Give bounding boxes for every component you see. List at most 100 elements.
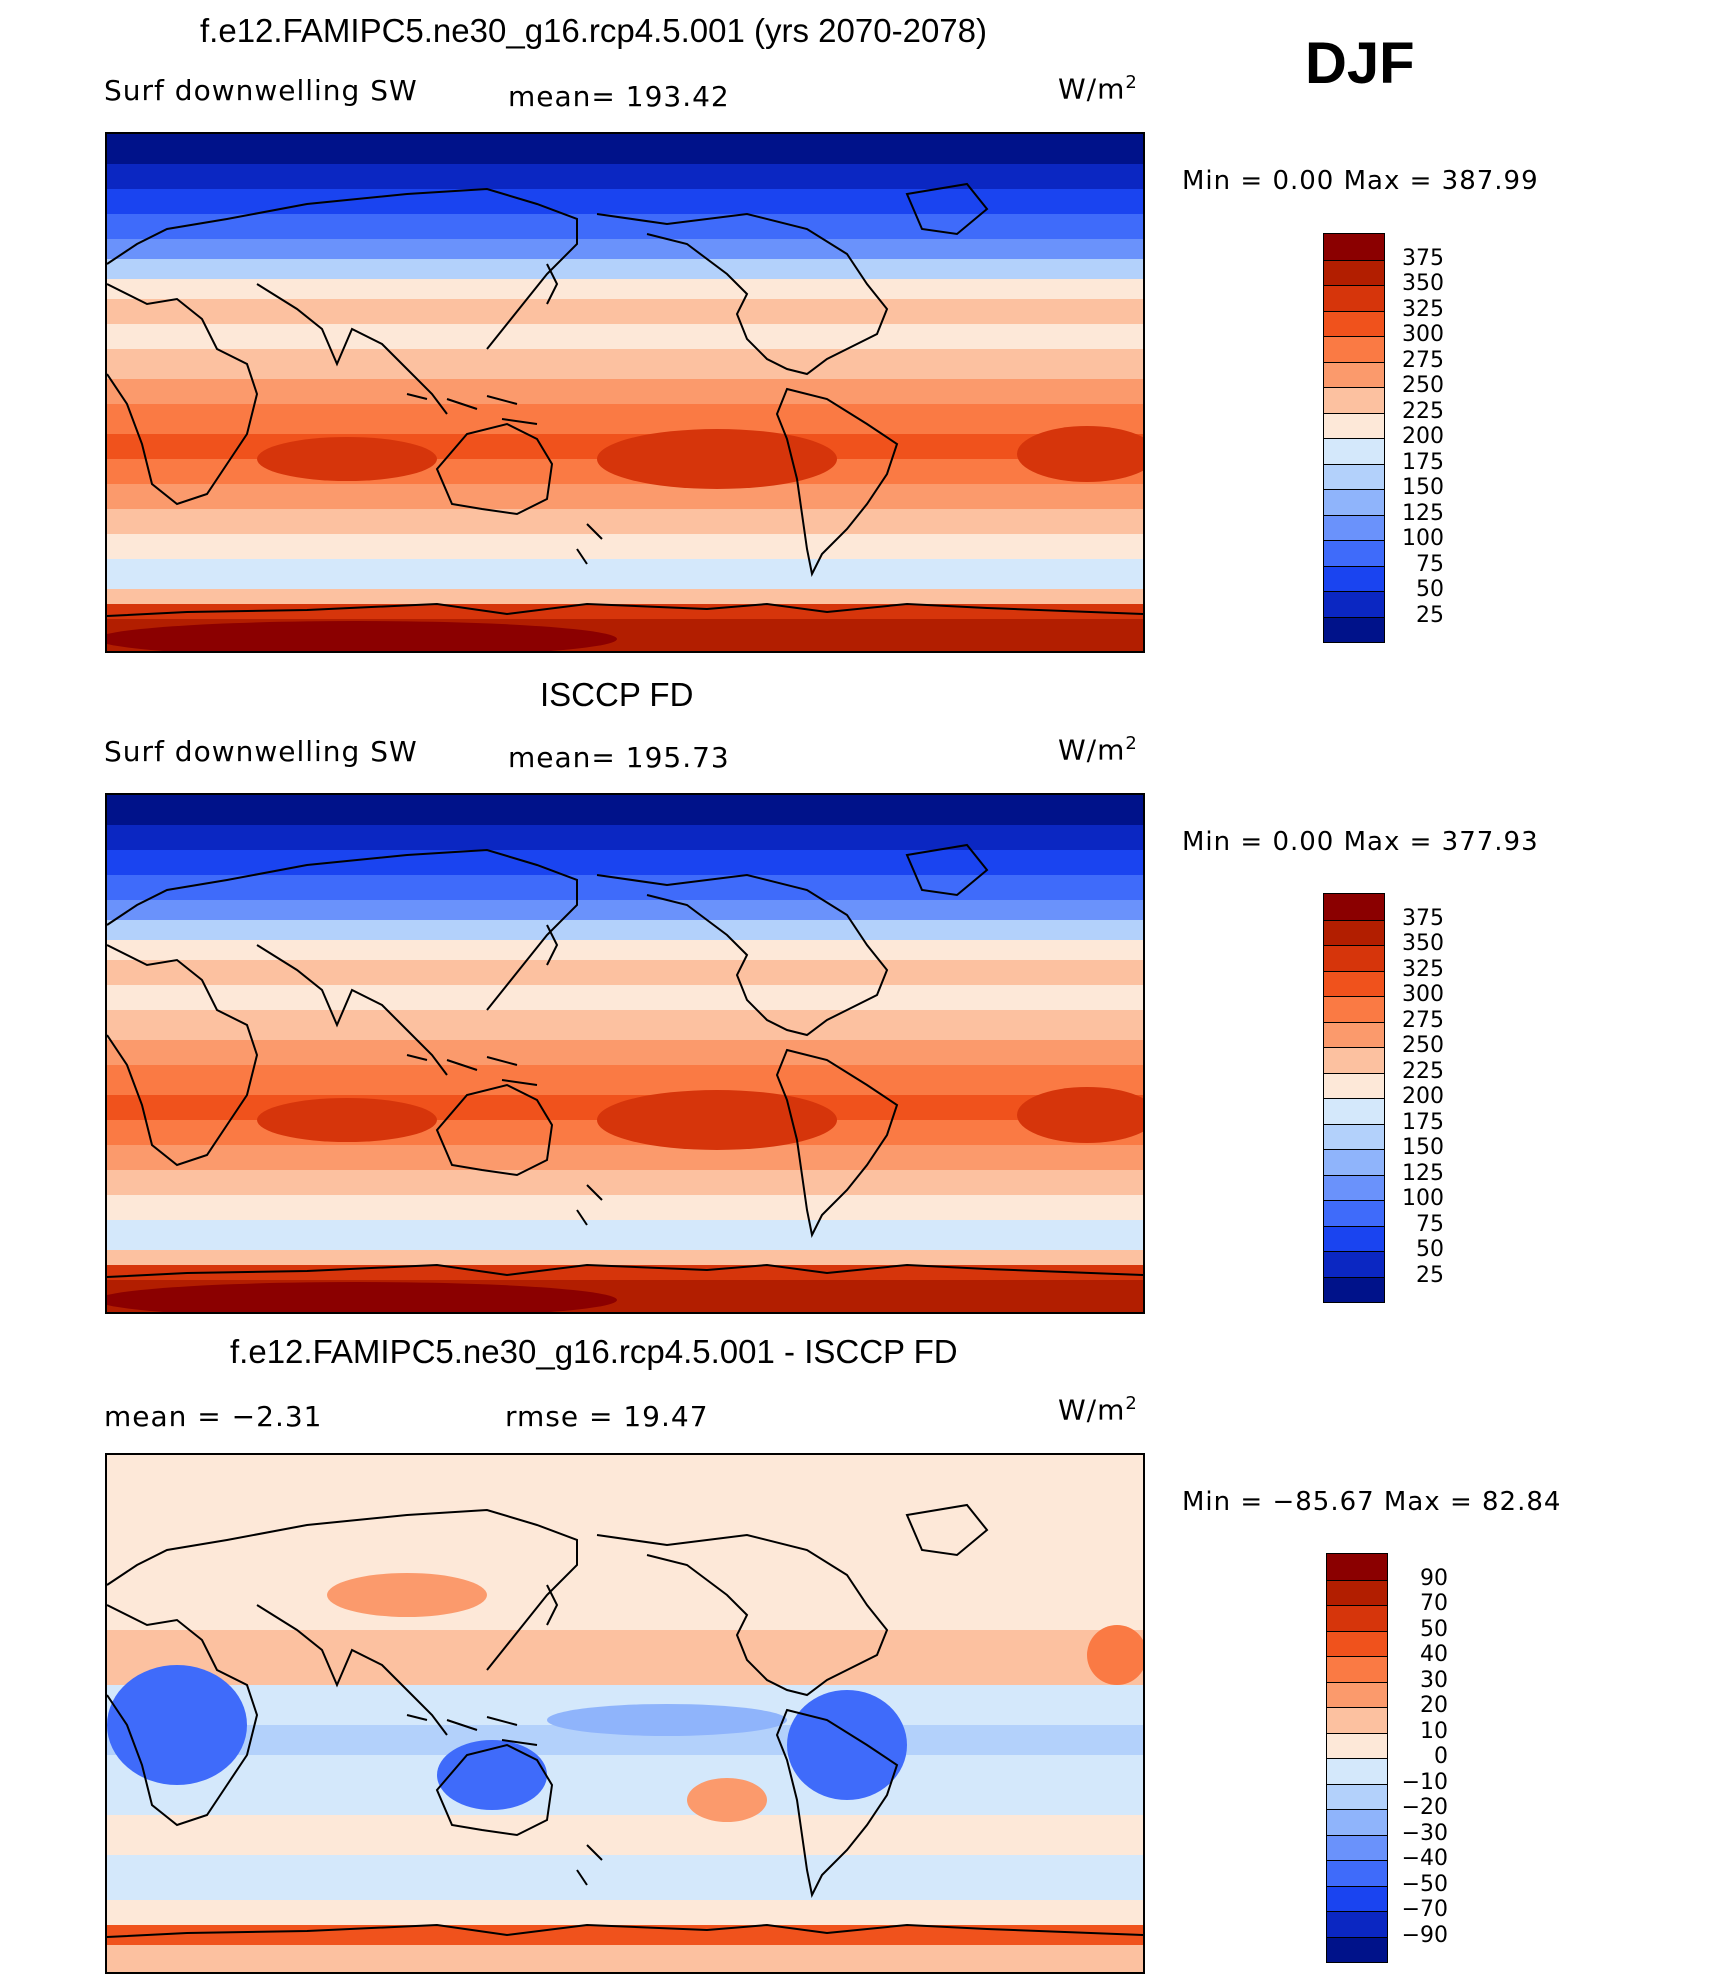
colorbar-swatch (1327, 1554, 1387, 1580)
colorbar-swatch (1324, 463, 1384, 489)
field-band (107, 1455, 1143, 1630)
colorbar-swatch (1324, 1149, 1384, 1175)
colorbar-tick-label: 300 (1402, 982, 1444, 1007)
field-blob (1087, 1625, 1143, 1685)
field-band (107, 239, 1143, 259)
coastline (406, 1714, 538, 1746)
coastline (107, 944, 259, 1167)
colorbar-swatch (1327, 1936, 1387, 1962)
coastline (435, 1743, 554, 1837)
colorbar-swatch (1324, 1021, 1384, 1047)
colorbar-tick-label: 125 (1402, 500, 1444, 526)
field-band (107, 299, 1143, 324)
colorbar-tick-label: 225 (1402, 1058, 1444, 1084)
field-band (107, 1755, 1143, 1815)
coastline (576, 1184, 603, 1226)
colorbar-swatch (1327, 1911, 1387, 1937)
colorbar-tick-label: −90 (1401, 1922, 1448, 1948)
coastline (435, 422, 554, 516)
coastline (256, 1604, 448, 1736)
colorbar-tick-label: 40 (1420, 1642, 1448, 1667)
colorbar-swatch (1324, 919, 1384, 945)
field-band (107, 1220, 1143, 1250)
colorbar-tick-label: 350 (1402, 931, 1444, 956)
colorbar-swatch (1327, 1656, 1387, 1682)
colorbar-swatch (1324, 591, 1384, 617)
colorbar-swatch (1324, 259, 1384, 285)
panel2-min-max: Min = 0.00 Max = 377.93 (1182, 827, 1539, 857)
field-band (107, 920, 1143, 940)
coastline (576, 1844, 603, 1886)
colorbar-tick-label: 30 (1420, 1667, 1448, 1693)
field-blob (257, 1098, 437, 1142)
panel2-colorbar (1323, 893, 1385, 1303)
colorbar-tick-label: −20 (1401, 1795, 1448, 1820)
colorbar-tick-label: 10 (1420, 1718, 1448, 1744)
colorbar-swatch (1324, 1123, 1384, 1149)
colorbar-swatch (1324, 514, 1384, 540)
colorbar-swatch (1324, 489, 1384, 515)
field-band (107, 279, 1143, 299)
field-blob (107, 1665, 247, 1785)
panel2-title: ISCCP FD (540, 676, 694, 713)
coastline (107, 187, 578, 350)
field-band (107, 349, 1143, 379)
field-blob (1017, 426, 1143, 482)
field-band (107, 404, 1143, 434)
panel1-min-max: Min = 0.00 Max = 387.99 (1182, 166, 1539, 196)
field-band (107, 379, 1143, 404)
field-band (107, 164, 1143, 189)
coastline (406, 1054, 538, 1086)
field-blob (437, 1740, 547, 1810)
colorbar-swatch (1324, 336, 1384, 362)
colorbar-tick-label: 75 (1416, 551, 1444, 577)
field-band (107, 1010, 1143, 1040)
colorbar-swatch (1324, 1225, 1384, 1251)
panel2-units-label: W/m2 (1058, 733, 1138, 767)
colorbar-swatch (1327, 1681, 1387, 1707)
colorbar-swatch (1324, 412, 1384, 438)
field-band (107, 795, 1143, 825)
field-blob (257, 437, 437, 481)
panel1-mean-label: mean= 193.42 (508, 80, 730, 113)
panel3-title: f.e12.FAMIPC5.ne30_g16.rcp4.5.001 - ISCC… (230, 1333, 958, 1370)
colorbar-tick-label: 50 (1416, 1237, 1444, 1262)
field-band (107, 1065, 1143, 1095)
colorbar-tick-label: 225 (1402, 398, 1444, 424)
colorbar-swatch (1324, 1251, 1384, 1277)
colorbar-swatch (1324, 565, 1384, 591)
coastline (107, 1923, 1143, 1938)
coastline (775, 387, 899, 578)
field-band (107, 1040, 1143, 1065)
colorbar-tick-label: 275 (1402, 1007, 1444, 1033)
colorbar-tick-label: −50 (1401, 1871, 1448, 1897)
coastline (256, 944, 448, 1076)
colorbar-tick-label: −10 (1401, 1769, 1448, 1795)
field-band (107, 1170, 1143, 1195)
field-band (107, 509, 1143, 534)
field-blob (107, 1282, 617, 1312)
panel3-min-max: Min = −85.67 Max = 82.84 (1182, 1487, 1562, 1517)
coastline (596, 212, 889, 376)
colorbar-swatch (1324, 1072, 1384, 1098)
colorbar-swatch (1324, 894, 1384, 920)
field-blob (787, 1690, 907, 1800)
colorbar-swatch (1327, 1630, 1387, 1656)
coastline (546, 924, 559, 966)
field-band (107, 900, 1143, 920)
colorbar-swatch (1324, 1174, 1384, 1200)
colorbar-swatch (1327, 1707, 1387, 1733)
coastline (107, 1508, 578, 1671)
colorbar-tick-label: 275 (1402, 347, 1444, 373)
colorbar-tick-label: 300 (1402, 322, 1444, 347)
colorbar-tick-label: −30 (1401, 1820, 1448, 1846)
coastline (107, 848, 578, 1011)
colorbar-swatch (1324, 970, 1384, 996)
colorbar-swatch (1327, 1783, 1387, 1809)
colorbar-tick-label: 375 (1402, 245, 1444, 271)
field-band (107, 1195, 1143, 1220)
coastline (576, 523, 603, 565)
panel2-variable-label: Surf downwelling SW (104, 735, 418, 768)
field-blob (597, 429, 837, 489)
field-band (107, 940, 1143, 960)
